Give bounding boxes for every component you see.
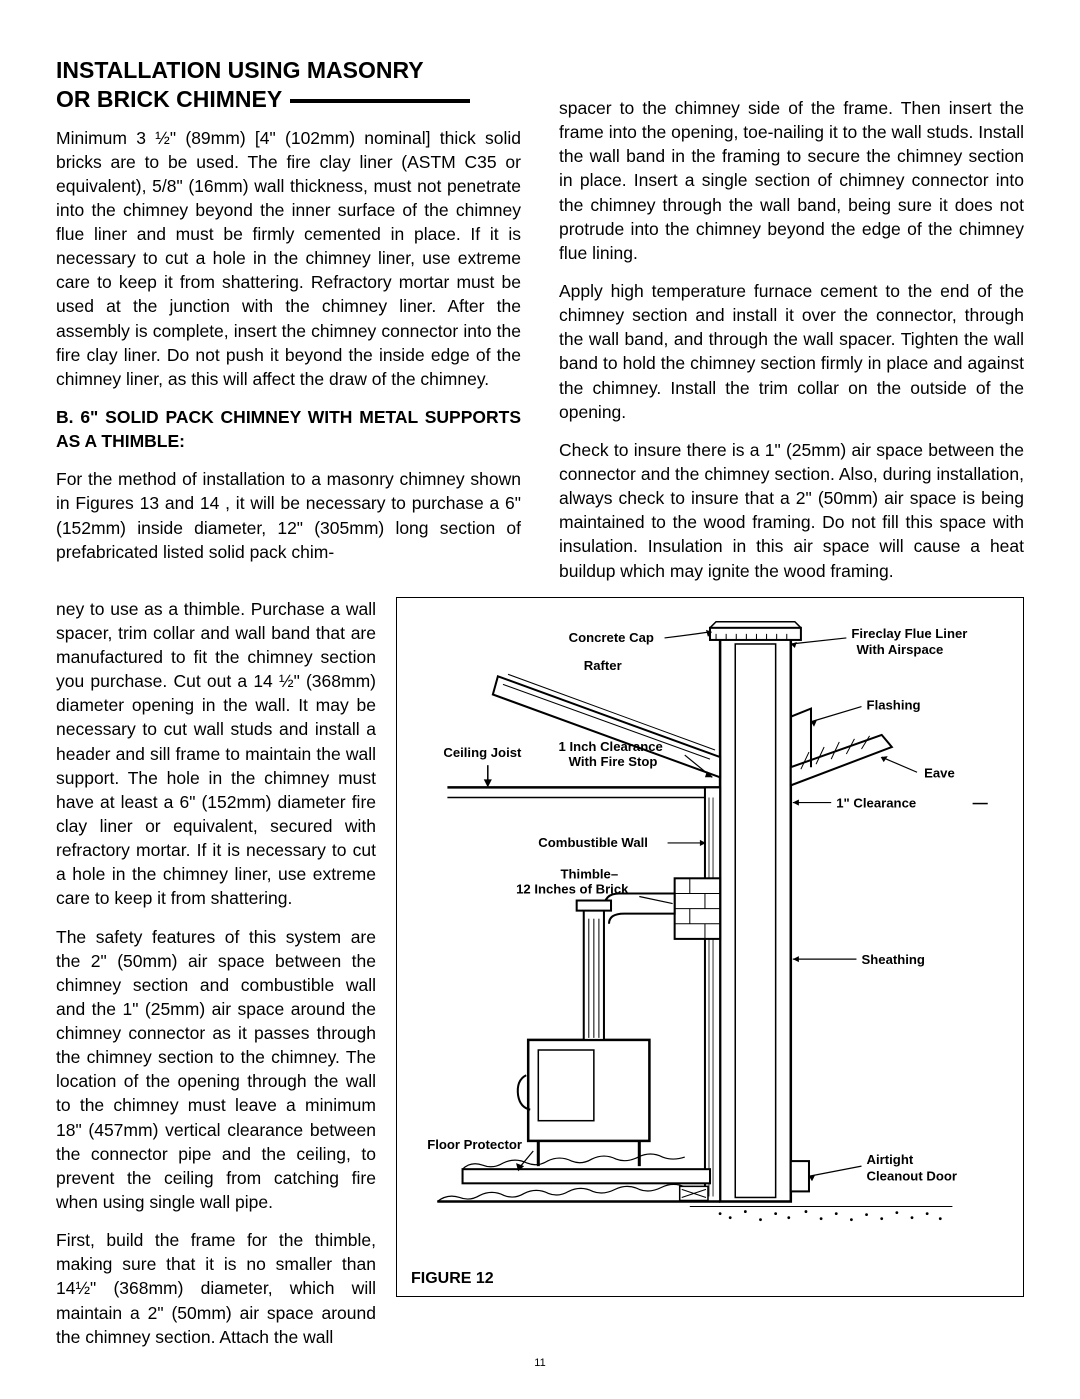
label-flashing: Flashing — [867, 697, 921, 712]
left-p2: For the method of installation to a maso… — [56, 467, 521, 564]
page-number: 11 — [56, 1357, 1024, 1369]
heading-rule — [290, 99, 470, 103]
narrow-p3: First, build the frame for the thimble, … — [56, 1228, 376, 1349]
label-sheathing: Sheathing — [862, 952, 925, 967]
narrow-column: ney to use as a thimble. Purchase a wall… — [56, 597, 376, 1349]
label-1clearance: 1" Clearance — [836, 795, 916, 810]
right-p3: Check to insure there is a 1" (25mm) air… — [559, 438, 1024, 583]
label-1in-clearance: 1 Inch Clearance — [559, 739, 663, 754]
figure-caption: FIGURE 12 — [411, 1270, 494, 1288]
heading-line2: OR BRICK CHIMNEY — [56, 86, 282, 112]
label-rafter: Rafter — [584, 658, 622, 673]
top-columns: INSTALLATION USING MASONRY OR BRICK CHIM… — [56, 56, 1024, 597]
heading-line1: INSTALLATION USING MASONRY — [56, 57, 424, 83]
label-airtight1: Airtight — [867, 1152, 914, 1167]
section-heading: INSTALLATION USING MASONRY OR BRICK CHIM… — [56, 56, 521, 114]
label-thimble2: 12 Inches of Brick — [516, 881, 629, 896]
narrow-p2: The safety features of this system are t… — [56, 925, 376, 1215]
label-thimble1: Thimble– — [561, 866, 619, 881]
label-ceiling-joist: Ceiling Joist — [443, 745, 522, 760]
label-combustible-wall: Combustible Wall — [538, 835, 648, 850]
label-eave: Eave — [924, 765, 955, 780]
label-concrete-cap: Concrete Cap — [569, 630, 654, 645]
figure-12: Concrete Cap Rafter Ceiling Joist 1 Inch… — [396, 597, 1024, 1297]
page-container: INSTALLATION USING MASONRY OR BRICK CHIM… — [56, 56, 1024, 1369]
lower-section: ney to use as a thimble. Purchase a wall… — [56, 597, 1024, 1349]
chimney-diagram-svg: Concrete Cap Rafter Ceiling Joist 1 Inch… — [407, 608, 1013, 1290]
label-airtight2: Cleanout Door — [867, 1168, 957, 1183]
right-p2: Apply high temperature furnace cement to… — [559, 279, 1024, 424]
left-p1: Minimum 3 ½" (89mm) [4" (102mm) nominal]… — [56, 126, 521, 392]
label-fireclay2: With Airspace — [856, 642, 943, 657]
right-p1: spacer to the chimney side of the frame.… — [559, 96, 1024, 265]
label-fireclay1: Fireclay Flue Liner — [851, 626, 967, 641]
label-floor-protector: Floor Protector — [427, 1137, 522, 1152]
label-fire-stop: With Fire Stop — [569, 754, 658, 769]
left-column: INSTALLATION USING MASONRY OR BRICK CHIM… — [56, 56, 521, 597]
narrow-p1: ney to use as a thimble. Purchase a wall… — [56, 597, 376, 911]
sub-heading-b: B. 6" SOLID PACK CHIMNEY WITH METAL SUPP… — [56, 405, 521, 453]
right-column: spacer to the chimney side of the frame.… — [559, 56, 1024, 597]
